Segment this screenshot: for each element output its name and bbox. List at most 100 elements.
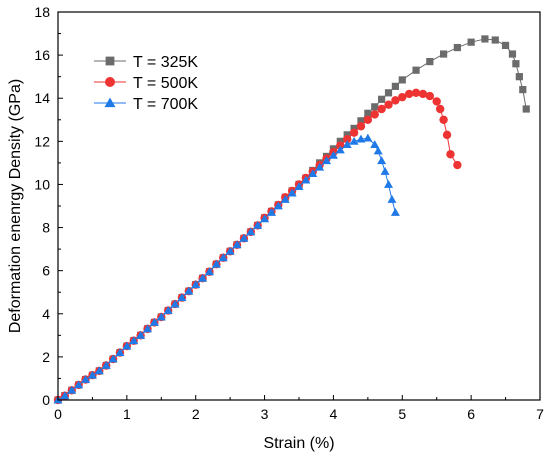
data-point [232,240,242,249]
data-point [453,160,462,170]
data-point [287,188,297,197]
data-point [225,246,235,255]
data-point [384,89,393,97]
data-point [411,88,421,98]
data-point [60,391,70,400]
data-point [398,76,406,84]
data-point [356,122,366,131]
data-point [515,73,523,81]
data-point [439,115,448,124]
legend-label: T = 700K [133,96,198,113]
data-point [308,169,318,178]
data-point [491,36,499,44]
data-point [211,259,221,268]
data-point [343,131,351,139]
x-tick-label: 3 [261,406,269,422]
data-point [390,207,400,216]
data-point [453,43,461,52]
data-point [204,267,214,276]
data-point [398,92,407,102]
data-point [371,103,379,111]
plot-area [53,35,530,405]
data-point [404,89,414,99]
data-point [412,66,420,74]
data-point [280,195,290,203]
legend-item: T = 325K [94,54,198,71]
data-point [122,341,132,350]
data-point [322,156,332,165]
y-tick-label: 6 [42,263,50,279]
data-point [198,273,208,282]
data-point [328,150,338,159]
data-point [384,100,393,109]
data-point [481,35,489,43]
data-point [512,60,520,68]
data-point [67,385,77,394]
data-point [440,50,448,58]
y-tick-label: 0 [42,392,50,408]
data-point [184,286,194,295]
data-point [336,137,344,145]
y-tick-label: 16 [34,47,50,63]
data-point [380,167,390,175]
data-point [149,317,159,326]
x-tick-label: 6 [467,406,475,422]
x-tick-label: 2 [192,406,200,422]
data-point [218,253,228,262]
data-point [432,97,441,106]
data-point [143,324,153,333]
data-point [435,104,445,114]
data-point [343,134,352,144]
data-point [301,175,311,184]
data-point [342,140,352,148]
data-point [391,96,400,105]
legend-item: T = 500K [94,75,198,92]
data-point [246,227,256,236]
data-point [364,109,372,117]
data-point [156,312,166,321]
data-point [508,50,517,58]
data-point [349,136,359,145]
legend: T = 325K T = 500K T = 700K [94,54,198,113]
data-point [373,146,383,155]
data-point [170,299,180,308]
data-point [349,128,359,137]
data-point [425,91,435,101]
data-point [370,140,380,148]
y-tick-label: 12 [34,133,50,149]
data-point [418,89,428,99]
data-point [350,124,358,132]
data-point [370,110,379,119]
data-point [357,117,365,125]
y-tick-label: 4 [42,306,50,322]
data-point [442,130,452,140]
data-point [363,133,373,142]
data-point [315,162,325,171]
y-axis-title: Deformation enenrgy Density (GPa) [7,79,24,333]
data-point [260,214,270,223]
y-tick-label: 14 [34,90,50,106]
data-point [163,306,173,314]
legend-marker [105,77,115,87]
y-tick-label: 10 [34,176,50,192]
legend-label: T = 325K [133,54,198,71]
data-point [101,361,111,369]
data-point [522,105,530,113]
y-tick-label: 2 [42,349,50,365]
data-point [266,207,276,216]
x-axis-title: Strain (%) [263,435,334,452]
data-point [239,233,249,242]
legend-marker [104,97,116,108]
y-tick-label: 8 [42,220,50,236]
data-point [273,201,283,210]
data-point [387,195,397,203]
data-point [378,95,386,103]
x-tick-label: 0 [54,406,62,422]
y-tick-label: 18 [34,4,50,20]
x-tick-label: 5 [398,406,406,422]
data-point [74,380,84,389]
data-point [108,354,118,363]
